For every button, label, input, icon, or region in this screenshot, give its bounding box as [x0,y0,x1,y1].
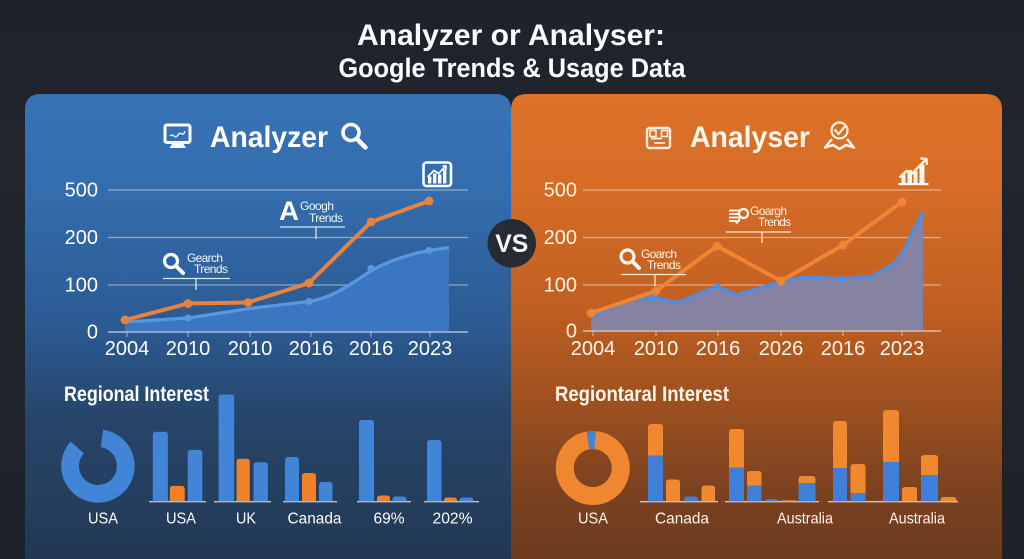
svg-text:0: 0 [87,322,98,344]
svg-text:2016: 2016 [289,338,334,360]
svg-text:2023: 2023 [408,338,453,360]
svg-text:2004: 2004 [105,338,150,360]
svg-text:500: 500 [544,180,577,202]
svg-text:200: 200 [544,227,577,249]
svg-text:200: 200 [65,227,98,249]
svg-text:Trends: Trends [647,258,681,272]
svg-text:2016: 2016 [349,338,394,360]
svg-text:0: 0 [566,321,577,343]
svg-text:USA: USA [166,511,196,528]
svg-text:Trends: Trends [194,262,228,276]
svg-text:2010: 2010 [166,338,211,360]
svg-text:100: 100 [544,275,577,297]
svg-text:Canada: Canada [655,511,709,528]
svg-text:Trends: Trends [309,211,343,225]
svg-text:2016: 2016 [821,338,866,360]
svg-text:2004: 2004 [571,338,616,360]
svg-text:USA: USA [88,511,118,528]
svg-text:2010: 2010 [634,338,679,360]
svg-text:Australia: Australia [889,511,945,528]
svg-text:A: A [279,196,299,226]
svg-text:Googh: Googh [300,199,334,213]
svg-text:Goarch: Goarch [641,247,677,261]
svg-text:UK: UK [236,511,256,528]
svg-text:Analyzer or Analyser:: Analyzer or Analyser: [357,19,665,52]
svg-text:Australia: Australia [777,511,833,528]
svg-text:2023: 2023 [880,338,925,360]
svg-text:Canada: Canada [288,511,342,528]
svg-text:USA: USA [578,511,608,528]
svg-text:Goargh: Goargh [750,204,787,218]
svg-text:2016: 2016 [696,338,741,360]
svg-text:69%: 69% [374,511,405,528]
svg-text:Gearch: Gearch [187,251,223,265]
svg-text:Regiontaral Interest: Regiontaral Interest [555,382,729,406]
svg-text:202%: 202% [433,511,473,528]
svg-text:2010: 2010 [228,338,273,360]
svg-text:Analyzer: Analyzer [210,121,328,154]
svg-text:Analyser: Analyser [690,121,810,154]
svg-text:Regional Interest: Regional Interest [64,382,209,406]
svg-text:100: 100 [65,275,98,297]
svg-text:500: 500 [65,180,98,202]
svg-text:Trends: Trends [758,215,791,229]
svg-text:Google Trends & Usage Data: Google Trends & Usage Data [339,53,687,83]
svg-text:VS: VS [495,230,528,258]
svg-text:2026: 2026 [759,338,804,360]
